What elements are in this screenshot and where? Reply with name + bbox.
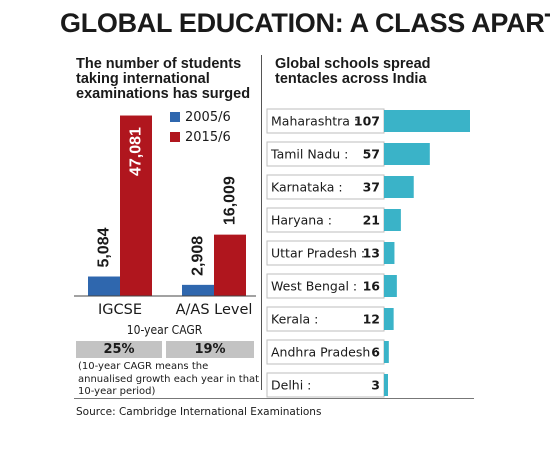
bar-as-level-2015-6 (214, 234, 246, 296)
state-value: 12 (363, 312, 380, 327)
bar-igcse-2015-6 (120, 115, 152, 297)
page-title: GLOBAL EDUCATION: A CLASS APART? (60, 8, 550, 38)
state-row (266, 339, 385, 365)
source-note: Source: Cambridge International Examinat… (76, 406, 322, 418)
state-label: Maharashtra : (271, 114, 358, 129)
state-label: Haryana : (271, 213, 332, 228)
state-value: 3 (371, 378, 380, 393)
state-label: Andhra Pradesh : (271, 345, 378, 360)
state-value: 6 (371, 345, 380, 360)
state-label: West Bengal : (271, 279, 357, 294)
cagr-value-as-level: 19% (166, 341, 254, 358)
category-label: IGCSE (98, 302, 142, 318)
state-bar (384, 143, 430, 165)
state-bar (384, 110, 470, 132)
state-value: 107 (354, 114, 380, 129)
left-chart-subtitle: The number of students taking internatio… (76, 56, 251, 102)
state-bar (384, 341, 389, 363)
panel-divider (261, 55, 262, 390)
footer-rule (74, 398, 474, 399)
state-bar (384, 308, 394, 330)
state-label: Kerala : (271, 312, 318, 327)
state-label: Karnataka : (271, 180, 343, 195)
state-schools-bar-chart: Maharashtra :107 Tamil Nadu : 57 Karnataka … (266, 108, 470, 398)
state-bar (384, 275, 397, 297)
data-label: 2,908 (190, 236, 207, 276)
legend-entry: 2005/6 (185, 110, 231, 125)
state-row (266, 141, 385, 167)
state-label: Uttar Pradesh : (271, 246, 365, 261)
state-bar (384, 374, 388, 396)
state-label: Delhi : (271, 378, 311, 393)
state-row (266, 372, 385, 398)
state-value: 37 (363, 180, 380, 195)
data-label: 16,009 (222, 176, 239, 225)
state-value: 16 (363, 279, 381, 294)
state-bar (384, 209, 401, 231)
state-value: 57 (363, 147, 380, 162)
cagr-note: (10-year CAGR means the annualised growt… (78, 361, 260, 397)
data-label: 47,081 (128, 127, 145, 176)
state-bar (384, 242, 395, 264)
state-value: 13 (363, 246, 380, 261)
state-row (266, 240, 385, 266)
legend-entry: 2015/6 (185, 130, 231, 145)
exam-students-bar-chart: 5,084 47,081 IGCSE 2,908 16,009 A/AS Level 200… (74, 110, 256, 318)
data-label: 5,084 (96, 227, 113, 267)
category-label: A/AS Level (176, 302, 253, 318)
state-row (266, 108, 385, 134)
state-bar (384, 176, 414, 198)
state-row (266, 306, 385, 332)
cagr-value-igcse: 25% (76, 341, 162, 358)
state-value: 21 (363, 213, 380, 228)
state-row (266, 273, 385, 299)
cagr-label: 10-year CAGR (126, 323, 203, 337)
bar-igcse-2005-6 (88, 276, 120, 296)
legend-swatch (170, 112, 180, 122)
state-label: Tamil Nadu : (270, 147, 348, 162)
bar-as-level-2005-6 (182, 284, 214, 296)
right-chart-subtitle: Global schools spread tentacles across I… (275, 56, 431, 87)
legend-swatch (170, 132, 180, 142)
state-row (266, 207, 385, 233)
